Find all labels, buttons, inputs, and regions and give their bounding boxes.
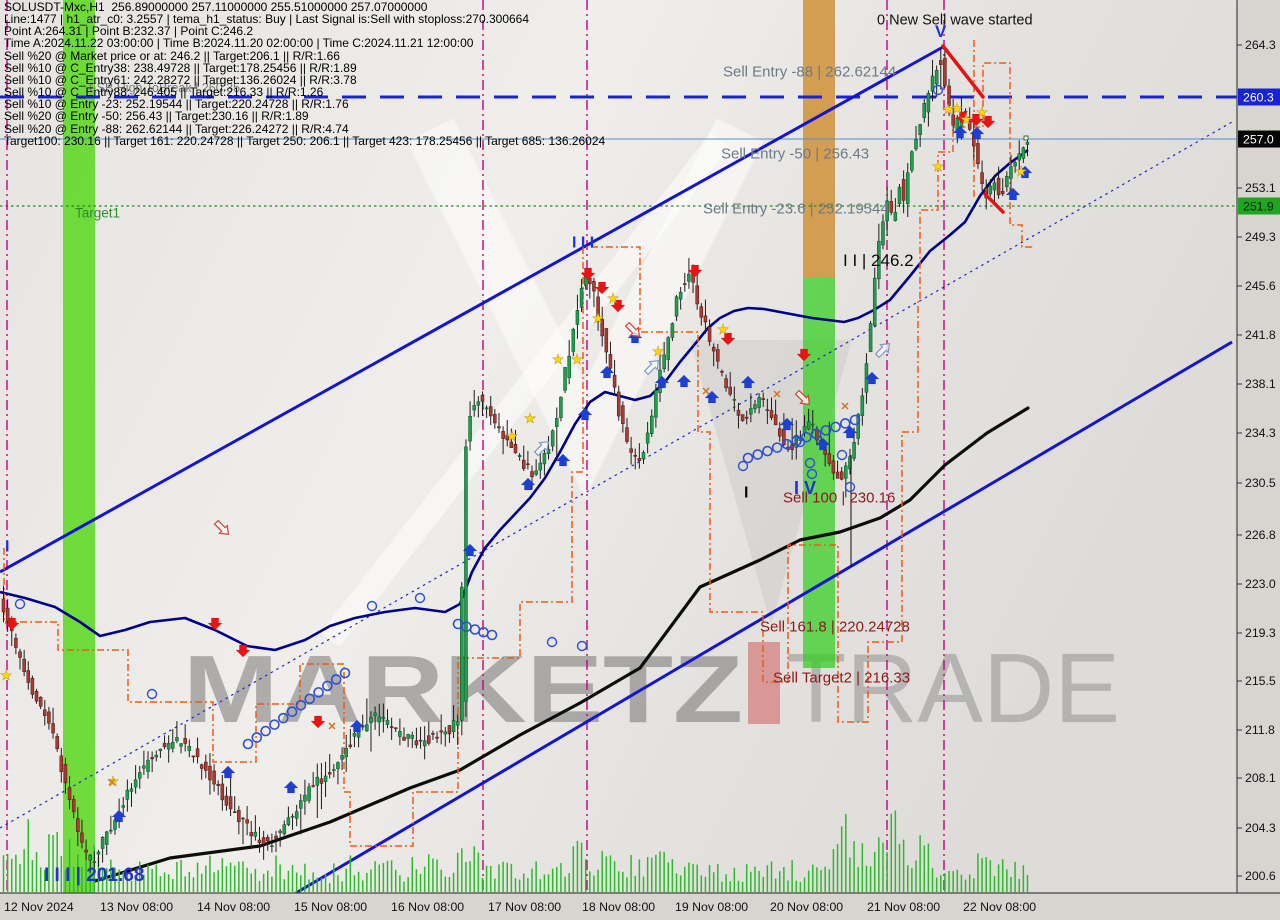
svg-text:✕: ✕ bbox=[107, 777, 116, 789]
sell-target2: Sell Target2 | 216.33 bbox=[773, 669, 910, 686]
volume-histogram bbox=[2, 810, 1029, 892]
chart-annotations: I I I I I I | 246.2 I I V V I I I | 201.68 Sell… bbox=[5, 13, 1033, 886]
lower-channel-line bbox=[295, 340, 1233, 895]
wave-i-mid: I bbox=[744, 484, 748, 501]
svg-text:✕: ✕ bbox=[327, 721, 336, 733]
new-sell-wave: 0 New Sell wave started bbox=[877, 13, 1033, 29]
price-tick: 226.8 bbox=[1245, 528, 1276, 542]
sell-100: Sell 100 | 230.16 bbox=[783, 489, 895, 506]
price-tick: 238.1 bbox=[1245, 377, 1276, 391]
price-badge-label: 257.0 bbox=[1243, 133, 1274, 147]
wave-iii-price: I I I | 201.68 bbox=[44, 865, 144, 886]
time-tick[interactable]: 13 Nov 08:00 bbox=[100, 900, 173, 914]
time-tick[interactable]: 21 Nov 08:00 bbox=[867, 900, 940, 914]
price-tick: 230.5 bbox=[1245, 476, 1276, 490]
time-tick[interactable]: 16 Nov 08:00 bbox=[391, 900, 464, 914]
price-tick: 264.3 bbox=[1245, 38, 1276, 52]
price-badge bbox=[1238, 130, 1280, 148]
watermark-red-bar bbox=[748, 642, 780, 724]
time-tick[interactable]: 17 Nov 08:00 bbox=[488, 900, 561, 914]
time-tick[interactable]: 12 Nov 2024 bbox=[4, 900, 74, 914]
wave-v: V bbox=[935, 22, 947, 41]
time-tick[interactable]: 19 Nov 08:00 bbox=[675, 900, 748, 914]
price-tick: 200.6 bbox=[1245, 869, 1276, 883]
point-c-label: I I | 246.2 bbox=[843, 251, 914, 270]
price-badge bbox=[1238, 88, 1280, 106]
time-tick[interactable]: 15 Nov 08:00 bbox=[294, 900, 367, 914]
svg-text:★: ★ bbox=[0, 667, 12, 683]
svg-text:★: ★ bbox=[571, 351, 584, 367]
sell-161: Sell 161.8 | 220.24728 bbox=[760, 618, 910, 635]
price-badge-label: 260.3 bbox=[1243, 91, 1274, 105]
upper-channel-line bbox=[0, 45, 944, 574]
svg-text:✕: ✕ bbox=[701, 386, 710, 398]
price-tick: 249.3 bbox=[1245, 230, 1276, 244]
svg-text:★: ★ bbox=[524, 410, 537, 426]
svg-text:★: ★ bbox=[607, 290, 620, 306]
price-levels bbox=[0, 95, 1237, 207]
svg-text:★: ★ bbox=[960, 111, 973, 127]
svg-text:✕: ✕ bbox=[840, 401, 849, 413]
svg-text:★: ★ bbox=[506, 428, 519, 444]
price-tick: 219.3 bbox=[1245, 626, 1276, 640]
entry-circle-chain bbox=[14, 84, 944, 750]
price-axis-strip[interactable] bbox=[1237, 0, 1280, 920]
sell-wave-red-line bbox=[941, 44, 1005, 214]
svg-text:★: ★ bbox=[552, 351, 565, 367]
trend-channel bbox=[0, 45, 1233, 895]
plot-background bbox=[0, 0, 1237, 893]
watermark-brand-right: TRADE bbox=[786, 633, 1120, 743]
price-tick: 215.5 bbox=[1245, 674, 1276, 688]
time-tick[interactable]: 22 Nov 08:00 bbox=[963, 900, 1036, 914]
sell-entry-236: Sell Entry -23.6 | 252.19544 bbox=[703, 200, 889, 217]
svg-text:★: ★ bbox=[1015, 163, 1028, 179]
signal-arrows bbox=[4, 111, 1033, 823]
time-tick[interactable]: 18 Nov 08:00 bbox=[582, 900, 655, 914]
time-tick[interactable]: 14 Nov 08:00 bbox=[197, 900, 270, 914]
wave-iii: I I I bbox=[572, 234, 594, 251]
target1-label: Target1 bbox=[75, 206, 120, 221]
wave-i-left: I bbox=[5, 538, 9, 555]
last-close-marker bbox=[1023, 135, 1029, 141]
price-tick: 245.6 bbox=[1245, 279, 1276, 293]
price-tick: 241.8 bbox=[1245, 328, 1276, 342]
band-0 bbox=[63, 0, 95, 893]
price-tick: 223.0 bbox=[1245, 577, 1276, 591]
slow-ma-line bbox=[93, 406, 1030, 883]
time-tick[interactable]: 20 Nov 08:00 bbox=[770, 900, 843, 914]
dotted-channel-line bbox=[0, 121, 1233, 829]
svg-text:★: ★ bbox=[592, 310, 605, 326]
svg-text:★: ★ bbox=[932, 158, 945, 174]
price-tick: 234.3 bbox=[1245, 426, 1276, 440]
svg-text:★: ★ bbox=[976, 104, 989, 120]
sell-entry-50: Sell Entry -50 | 256.43 bbox=[721, 145, 869, 162]
svg-text:★: ★ bbox=[717, 321, 730, 337]
price-tick: 253.1 bbox=[1245, 181, 1276, 195]
price-tick: 208.1 bbox=[1245, 771, 1276, 785]
price-badge-label: 251.9 bbox=[1243, 200, 1274, 214]
signal-stars: ★★★★★ ★★★★★★★★★ ★★✕✕✕ ✕✕ bbox=[0, 100, 1027, 789]
time-marker-verticals bbox=[6, 0, 945, 893]
svg-text:★: ★ bbox=[942, 101, 955, 117]
wave-iv: I V bbox=[794, 478, 816, 498]
price-tick: 204.3 bbox=[1245, 821, 1276, 835]
svg-text:✕: ✕ bbox=[772, 389, 781, 401]
svg-text:★: ★ bbox=[951, 100, 964, 116]
svg-text:★: ★ bbox=[107, 773, 120, 789]
sell-entry-88: Sell Entry -88 | 262.62144 bbox=[723, 63, 896, 80]
time-axis-strip[interactable] bbox=[0, 893, 1280, 920]
svg-text:★: ★ bbox=[652, 343, 665, 359]
price-tick: 211.8 bbox=[1245, 723, 1275, 737]
band-2 bbox=[803, 278, 835, 668]
fsb-high-label: FSB High ToBreak | 260.35 bbox=[89, 81, 240, 95]
candlesticks bbox=[1, 47, 1030, 873]
price-badge bbox=[1238, 197, 1280, 215]
